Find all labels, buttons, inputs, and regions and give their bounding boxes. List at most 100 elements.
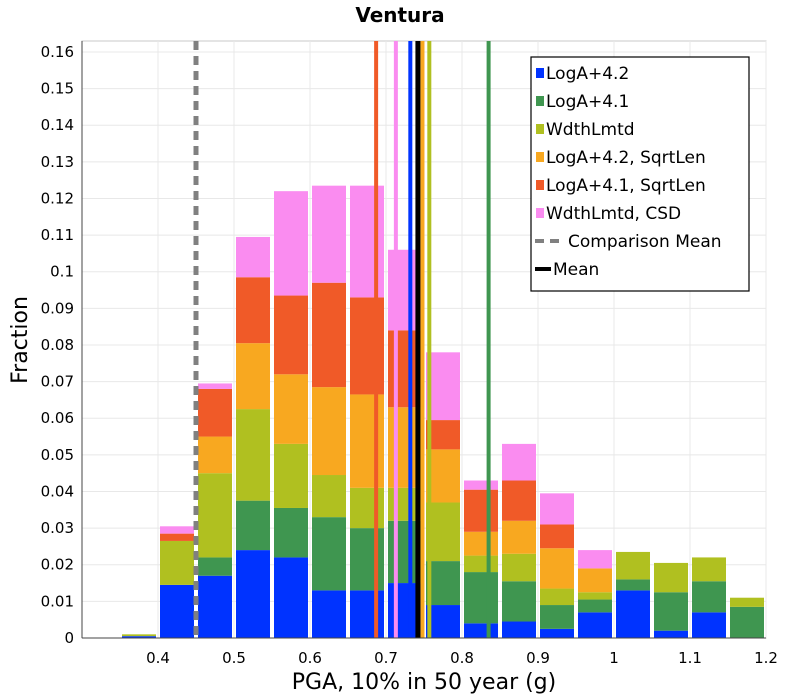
- bar-segment: [616, 590, 650, 638]
- bar-segment: [654, 562, 688, 593]
- bar-segment: [274, 295, 308, 375]
- bar-segment: [350, 528, 384, 591]
- bar-segment: [350, 394, 384, 488]
- bar-segment: [540, 493, 574, 525]
- y-tick-label: 0.05: [41, 446, 74, 464]
- legend-box: [530, 56, 750, 292]
- y-tick-label: 0.12: [41, 189, 74, 207]
- bar-segment: [160, 533, 194, 541]
- bar-segment: [198, 557, 232, 576]
- bar-segment: [616, 579, 650, 591]
- bar-segment: [160, 540, 194, 585]
- x-tick-label: 0.6: [298, 649, 322, 667]
- bar-segment: [274, 507, 308, 558]
- bar-segment: [312, 590, 346, 638]
- bar-segment: [236, 409, 270, 501]
- bar-segment: [578, 592, 612, 600]
- bar-segment: [540, 588, 574, 606]
- bar-segment: [426, 352, 460, 421]
- x-tick-label: 0.8: [450, 649, 474, 667]
- bar-segment: [502, 520, 536, 554]
- bar-segment: [464, 572, 498, 624]
- bar-segment: [350, 297, 384, 395]
- x-axis-title: PGA, 10% in 50 year (g): [292, 670, 556, 695]
- bar-segment: [616, 551, 650, 580]
- bar-segment: [692, 557, 726, 582]
- bar-segment: [350, 487, 384, 529]
- bar-segment: [502, 621, 536, 638]
- mean-lines: [193, 41, 491, 638]
- bar-segment: [426, 561, 460, 606]
- bar-segment: [274, 443, 308, 508]
- y-tick-label: 0.11: [41, 226, 74, 244]
- bar-segment: [236, 500, 270, 551]
- bar-segment: [730, 606, 764, 638]
- legend-label: LogA+4.1: [546, 92, 629, 112]
- bar-segment: [312, 282, 346, 388]
- y-tick-label: 0.02: [41, 556, 74, 574]
- bar-segment: [464, 480, 498, 490]
- bar-segment: [198, 388, 232, 437]
- legend-label: WdthLmtd, CSD: [546, 204, 681, 224]
- y-tick-label: 0.14: [41, 116, 74, 134]
- bar-segment: [464, 623, 498, 638]
- y-tick-label: 0: [64, 629, 74, 647]
- bar-segment: [198, 383, 232, 389]
- x-tick-label: 1: [609, 649, 619, 667]
- bar-segment: [540, 628, 574, 638]
- x-tick-label: 0.4: [146, 649, 170, 667]
- y-tick-label: 0.04: [41, 482, 74, 500]
- legend-swatch: [536, 180, 544, 190]
- legend-label: Mean: [553, 260, 599, 280]
- y-tick-label: 0.03: [41, 519, 74, 537]
- bar-segment: [654, 592, 688, 631]
- bar-segment: [540, 548, 574, 589]
- bar-segment: [578, 568, 612, 593]
- bar-segment: [730, 597, 764, 607]
- bar-segment: [274, 374, 308, 444]
- bar-segment: [578, 599, 612, 613]
- bar-segment: [160, 584, 194, 638]
- bar-segment: [312, 185, 346, 283]
- y-axis-title: Fraction: [8, 296, 33, 384]
- bar-segment: [312, 475, 346, 518]
- bar-segment: [312, 517, 346, 591]
- bar-segment: [502, 480, 536, 521]
- bar-segment: [464, 531, 498, 556]
- bar-segment: [578, 550, 612, 569]
- y-tick-label: 0.06: [41, 409, 74, 427]
- x-tick-label: 1.2: [754, 649, 778, 667]
- bar-segment: [692, 612, 726, 638]
- bar-segment: [654, 630, 688, 638]
- bar-segment: [540, 605, 574, 629]
- y-tick-label: 0.13: [41, 153, 74, 171]
- bar-segment: [464, 555, 498, 573]
- legend-swatch: [536, 208, 544, 218]
- axes: 0.4 0.5 0.6 0.7 0.8 0.9 1 1.1 1.2 0 0.01 0.02 0.03 0.…: [41, 41, 778, 667]
- x-tick-label: 0.5: [222, 649, 246, 667]
- legend-swatch: [536, 152, 544, 162]
- bar-segment: [160, 526, 194, 534]
- bar-segment: [350, 590, 384, 638]
- y-tick-label: 0.08: [41, 336, 74, 354]
- bar-segment: [350, 185, 384, 298]
- bar-segment: [540, 524, 574, 549]
- legend-label: LogA+4.2: [546, 64, 629, 84]
- bar-segment: [426, 420, 460, 450]
- bar-segment: [578, 612, 612, 638]
- legend: LogA+4.2 LogA+4.1 WdthLmtd LogA+4.2, SqrtLe…: [530, 56, 750, 292]
- x-tick-label: 0.9: [526, 649, 550, 667]
- bar-segment: [122, 636, 156, 638]
- y-tick-label: 0.16: [41, 43, 74, 61]
- y-tick-label: 0.09: [41, 299, 74, 317]
- bar-segment: [502, 553, 536, 582]
- legend-label: WdthLmtd: [546, 120, 635, 140]
- bar-segment: [236, 236, 270, 278]
- bar-segment: [502, 581, 536, 622]
- legend-label: LogA+4.2, SqrtLen: [546, 148, 706, 168]
- bar-segment: [198, 473, 232, 558]
- y-tick-label: 0.15: [41, 80, 74, 98]
- bar-segment: [236, 550, 270, 638]
- bar-segment: [274, 557, 308, 638]
